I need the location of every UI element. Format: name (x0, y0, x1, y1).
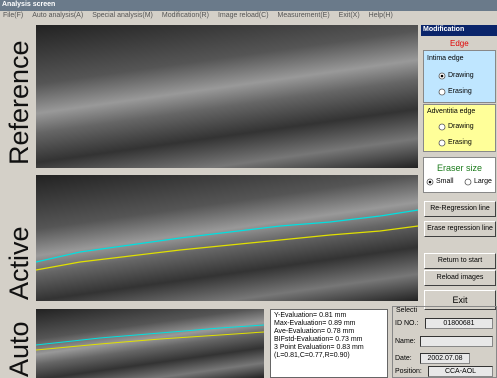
button[interactable]: Re-Regression line (424, 201, 496, 217)
field (420, 336, 493, 347)
field: CCA-AOL (428, 366, 493, 377)
field: 2002.07.08 (420, 353, 470, 364)
button[interactable]: Reload images (424, 270, 496, 286)
field: 01800681 (425, 318, 493, 329)
field-label: ID NO.: (395, 320, 418, 327)
button[interactable]: Erase regression line (424, 221, 496, 237)
button[interactable]: Return to start (424, 253, 496, 269)
field-label: Date: (395, 355, 412, 362)
group-title: Selecti (396, 307, 417, 314)
screen: Analysis screen File(F)Auto analysis(A)S… (0, 0, 497, 378)
field-label: Name: (395, 338, 416, 345)
field-label: Position: (395, 368, 422, 375)
